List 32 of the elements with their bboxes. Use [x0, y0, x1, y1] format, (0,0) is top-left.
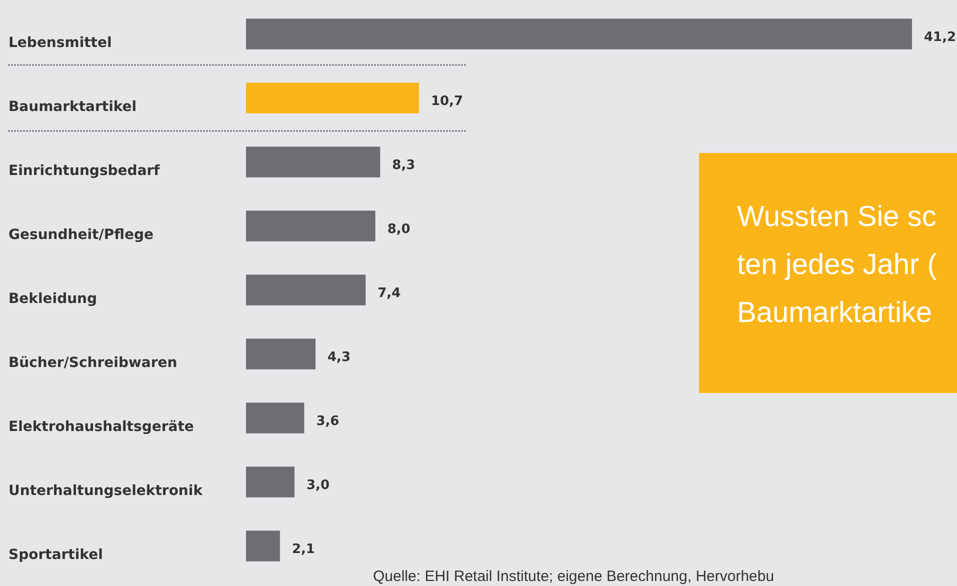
data-label: 2,1 — [292, 542, 315, 557]
data-label: 3,6 — [316, 414, 340, 429]
annotation: Baumarktartike — [737, 296, 934, 331]
y-tick-label: Elektrohaushaltsgeräte — [8, 419, 194, 435]
data-label: 3,0 — [306, 478, 330, 493]
y-tick-label: Gesundheit/Pflege — [8, 227, 154, 243]
y-tick-label: Bücher/Schreibwaren — [8, 355, 178, 371]
bar — [246, 82, 419, 114]
annotation: ten jedes Jahr ( — [737, 248, 938, 283]
y-tick-label: Sportartikel — [8, 547, 103, 563]
y-tick-label: Unterhaltungselektronik — [8, 483, 204, 499]
bar — [246, 466, 294, 498]
data-label: 8,3 — [392, 158, 416, 173]
bar — [246, 338, 316, 370]
data-label: 4,3 — [328, 350, 351, 365]
annotation: Wussten Sie sc — [737, 200, 938, 235]
bar — [246, 146, 380, 178]
bar — [246, 402, 304, 434]
y-tick-label: Baumarktartikel — [8, 99, 137, 115]
bar — [246, 210, 376, 242]
y-tick-label: Lebensmittel — [8, 35, 112, 51]
data-label: 8,0 — [387, 222, 410, 237]
bar — [246, 18, 912, 50]
y-tick-label: Bekleidung — [8, 291, 98, 307]
data-label: 10,7 — [430, 94, 464, 109]
bar — [246, 274, 366, 306]
data-label: 7,4 — [378, 286, 401, 301]
callout-box: Wussten Sie sc ten jedes Jahr ( Baumarktartike — [699, 153, 957, 393]
data-label: 41,2 — [924, 30, 956, 45]
bar — [246, 530, 280, 562]
y-tick-label: Einrichtungsbedarf — [8, 163, 161, 179]
annotation: Quelle: EHI Retail Institute; eigene Berechnung, Hervorhebu — [373, 568, 774, 585]
